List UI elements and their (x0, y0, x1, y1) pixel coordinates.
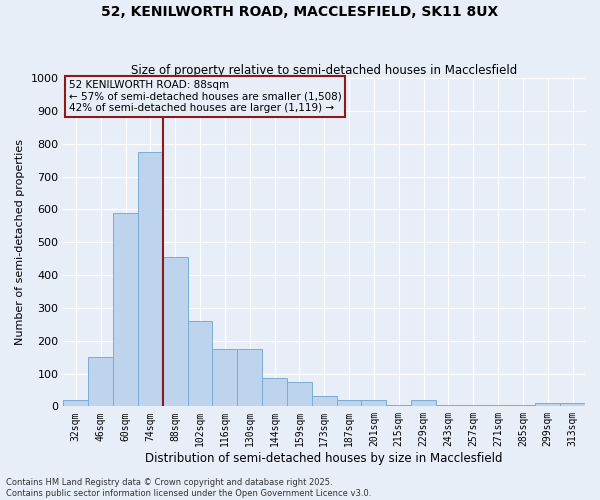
Bar (188, 321, 212, 406)
Bar (312, 396, 337, 406)
Text: 52, KENILWORTH ROAD, MACCLESFIELD, SK11 8UX: 52, KENILWORTH ROAD, MACCLESFIELD, SK11 … (101, 5, 499, 19)
Bar (138, 152, 163, 406)
Title: Size of property relative to semi-detached houses in Macclesfield: Size of property relative to semi-detach… (131, 64, 517, 77)
Bar (64, 400, 88, 406)
Bar (113, 212, 138, 406)
Bar (237, 349, 262, 406)
Bar (361, 400, 386, 406)
Text: 52 KENILWORTH ROAD: 88sqm
← 57% of semi-detached houses are smaller (1,508)
42% : 52 KENILWORTH ROAD: 88sqm ← 57% of semi-… (68, 80, 341, 113)
Bar (436, 404, 461, 406)
Bar (262, 378, 287, 406)
Bar (511, 404, 535, 406)
Bar (461, 404, 485, 406)
Bar (535, 403, 560, 406)
Bar (212, 349, 237, 406)
Bar (560, 403, 585, 406)
Text: Contains HM Land Registry data © Crown copyright and database right 2025.
Contai: Contains HM Land Registry data © Crown c… (6, 478, 371, 498)
Bar (337, 400, 361, 406)
Bar (88, 357, 113, 406)
Bar (163, 257, 188, 406)
Bar (287, 382, 312, 406)
Bar (485, 404, 511, 406)
Bar (411, 400, 436, 406)
X-axis label: Distribution of semi-detached houses by size in Macclesfield: Distribution of semi-detached houses by … (145, 452, 503, 465)
Bar (386, 404, 411, 406)
Y-axis label: Number of semi-detached properties: Number of semi-detached properties (15, 140, 25, 346)
